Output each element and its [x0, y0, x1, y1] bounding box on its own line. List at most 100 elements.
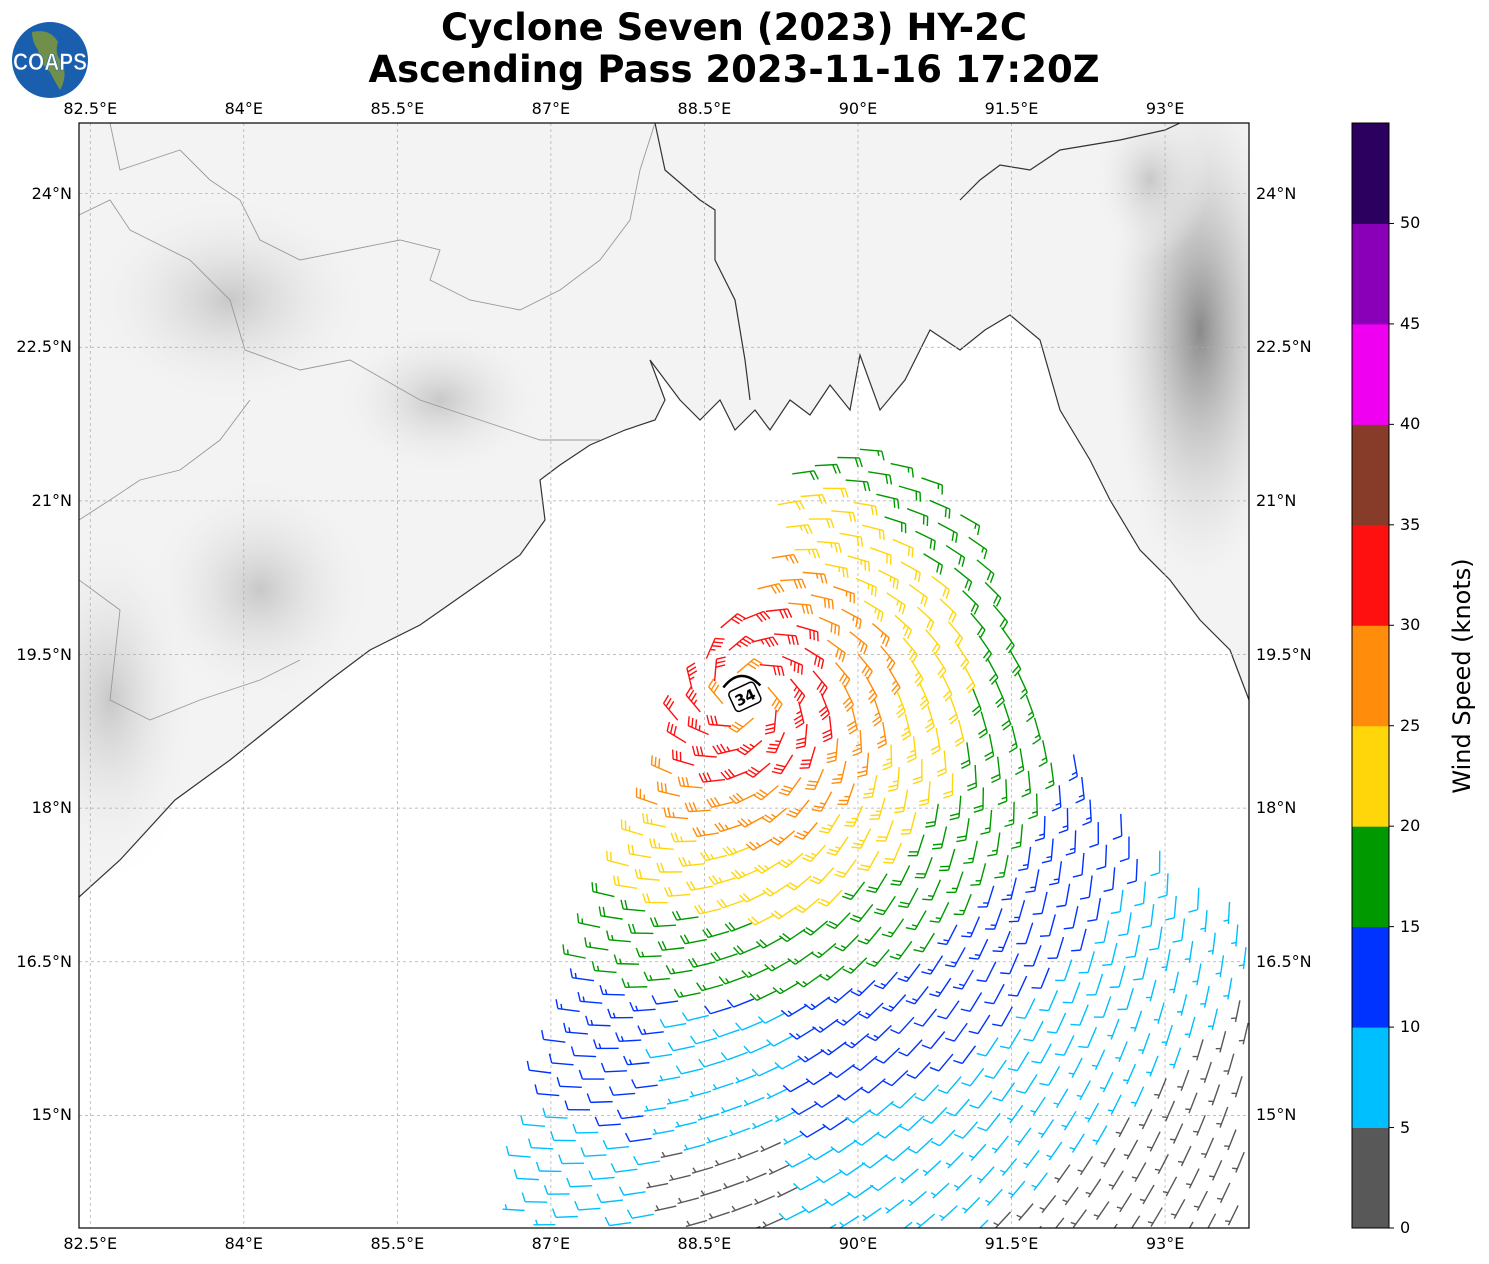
- wind-barb: [1207, 932, 1216, 955]
- wind-barb: [1000, 953, 1020, 975]
- wind-barb: [762, 883, 790, 897]
- wind-barb: [876, 493, 900, 509]
- wind-barb: [1193, 1114, 1206, 1136]
- wind-barb: [961, 916, 981, 938]
- wind-barb: [868, 1100, 894, 1117]
- wind-barb: [572, 1123, 599, 1134]
- wind-barb: [1034, 816, 1046, 842]
- wind-barb: [570, 1046, 597, 1058]
- wind-barb: [728, 635, 755, 651]
- wind-barb: [621, 978, 648, 989]
- wind-barb: [663, 886, 691, 897]
- wind-barb: [599, 984, 625, 996]
- wind-barb: [1200, 910, 1208, 933]
- wind-barb: [698, 772, 726, 783]
- wind-barb: [931, 575, 950, 599]
- wind-barb: [1062, 1186, 1079, 1206]
- wind-barb: [826, 836, 849, 856]
- wind-barb: [809, 867, 835, 885]
- wind-barb: [675, 1121, 697, 1128]
- lon-tick-bottom: 87°E: [531, 1234, 571, 1253]
- wind-barb: [857, 926, 882, 945]
- wind-barb: [839, 532, 864, 547]
- wind-barb: [1025, 694, 1035, 723]
- chart-title-line2: Ascending Pass 2023-11-16 17:20Z: [368, 48, 1100, 91]
- wind-barb: [685, 880, 713, 891]
- wind-barb: [967, 764, 978, 792]
- wind-barb: [831, 760, 847, 784]
- wind-barb: [915, 530, 936, 551]
- wind-barb: [847, 1184, 874, 1199]
- wind-barb: [556, 1076, 582, 1089]
- wind-barb: [1062, 981, 1081, 1004]
- wind-barb: [558, 1154, 584, 1165]
- wind-barb: [768, 1164, 790, 1176]
- wind-barb: [1051, 785, 1062, 812]
- wind-barb: [787, 951, 814, 965]
- wind-barb: [521, 1192, 548, 1203]
- wind-barb: [1039, 1194, 1057, 1214]
- wind-barb: [921, 1031, 946, 1050]
- wind-barb: [899, 1168, 919, 1184]
- lat-tick-left: 16.5°N: [16, 951, 72, 971]
- wind-barb: [691, 1166, 714, 1174]
- lat-tick-right: 16.5°N: [1256, 951, 1312, 971]
- wind-barb: [759, 663, 785, 676]
- wind-barb: [1200, 985, 1210, 1008]
- wind-barb: [677, 776, 703, 789]
- wind-barb: [629, 1001, 656, 1012]
- wind-barb: [1130, 1086, 1145, 1107]
- wind-barb: [1068, 754, 1078, 782]
- wind-barb: [766, 732, 786, 754]
- wind-barb: [859, 1078, 886, 1094]
- wind-barb: [826, 738, 839, 764]
- wind-barb: [720, 768, 748, 781]
- wind-barb: [1103, 867, 1116, 893]
- wind-barb: [866, 873, 888, 894]
- wind-barb: [785, 875, 812, 891]
- wind-barb: [606, 930, 631, 943]
- wind-barb: [687, 716, 709, 736]
- lon-tick-top: 90°E: [838, 99, 878, 118]
- wind-barb: [786, 524, 813, 535]
- wind-barb: [643, 971, 670, 982]
- wind-barb: [997, 779, 1008, 806]
- wind-barb: [889, 940, 913, 960]
- wind-barb: [720, 613, 746, 629]
- colorbar-tick-label: 20: [1400, 816, 1421, 836]
- wind-barb: [1216, 1106, 1229, 1128]
- wind-barb: [955, 643, 970, 671]
- wind-barb: [677, 1197, 700, 1205]
- wind-barb: [837, 456, 863, 468]
- wind-barb: [574, 1200, 601, 1211]
- wind-barb: [1096, 844, 1108, 870]
- wind-barb: [702, 928, 730, 939]
- wind-barb: [896, 690, 906, 719]
- wind-barb: [751, 1065, 779, 1077]
- wind-barb: [984, 983, 1005, 1005]
- wind-barb: [1091, 1049, 1106, 1071]
- wind-barb: [1157, 873, 1169, 899]
- wind-barb: [1169, 1123, 1184, 1144]
- wind-barb: [1200, 1061, 1212, 1084]
- wind-barb: [888, 668, 901, 696]
- wind-barb: [627, 923, 654, 935]
- wind-barb: [580, 1147, 607, 1157]
- lon-tick-bottom: 88.5°E: [677, 1234, 732, 1253]
- wind-barb: [948, 697, 959, 725]
- wind-barb: [634, 868, 660, 881]
- wind-barb: [645, 1048, 673, 1059]
- wind-barb: [771, 553, 799, 564]
- wind-barb: [534, 1084, 560, 1097]
- wind-barb: [922, 1106, 948, 1124]
- wind-barb: [675, 1065, 703, 1075]
- wind-barb: [1176, 994, 1188, 1016]
- colorbar-tick-label: 30: [1400, 615, 1421, 635]
- wind-barb: [837, 783, 855, 806]
- wind-barb: [818, 965, 845, 981]
- wind-barb: [876, 1123, 903, 1139]
- wind-barb: [801, 1201, 829, 1214]
- wind-barb: [946, 871, 964, 894]
- wind-barb: [712, 1082, 734, 1091]
- wind-barb: [681, 1012, 710, 1022]
